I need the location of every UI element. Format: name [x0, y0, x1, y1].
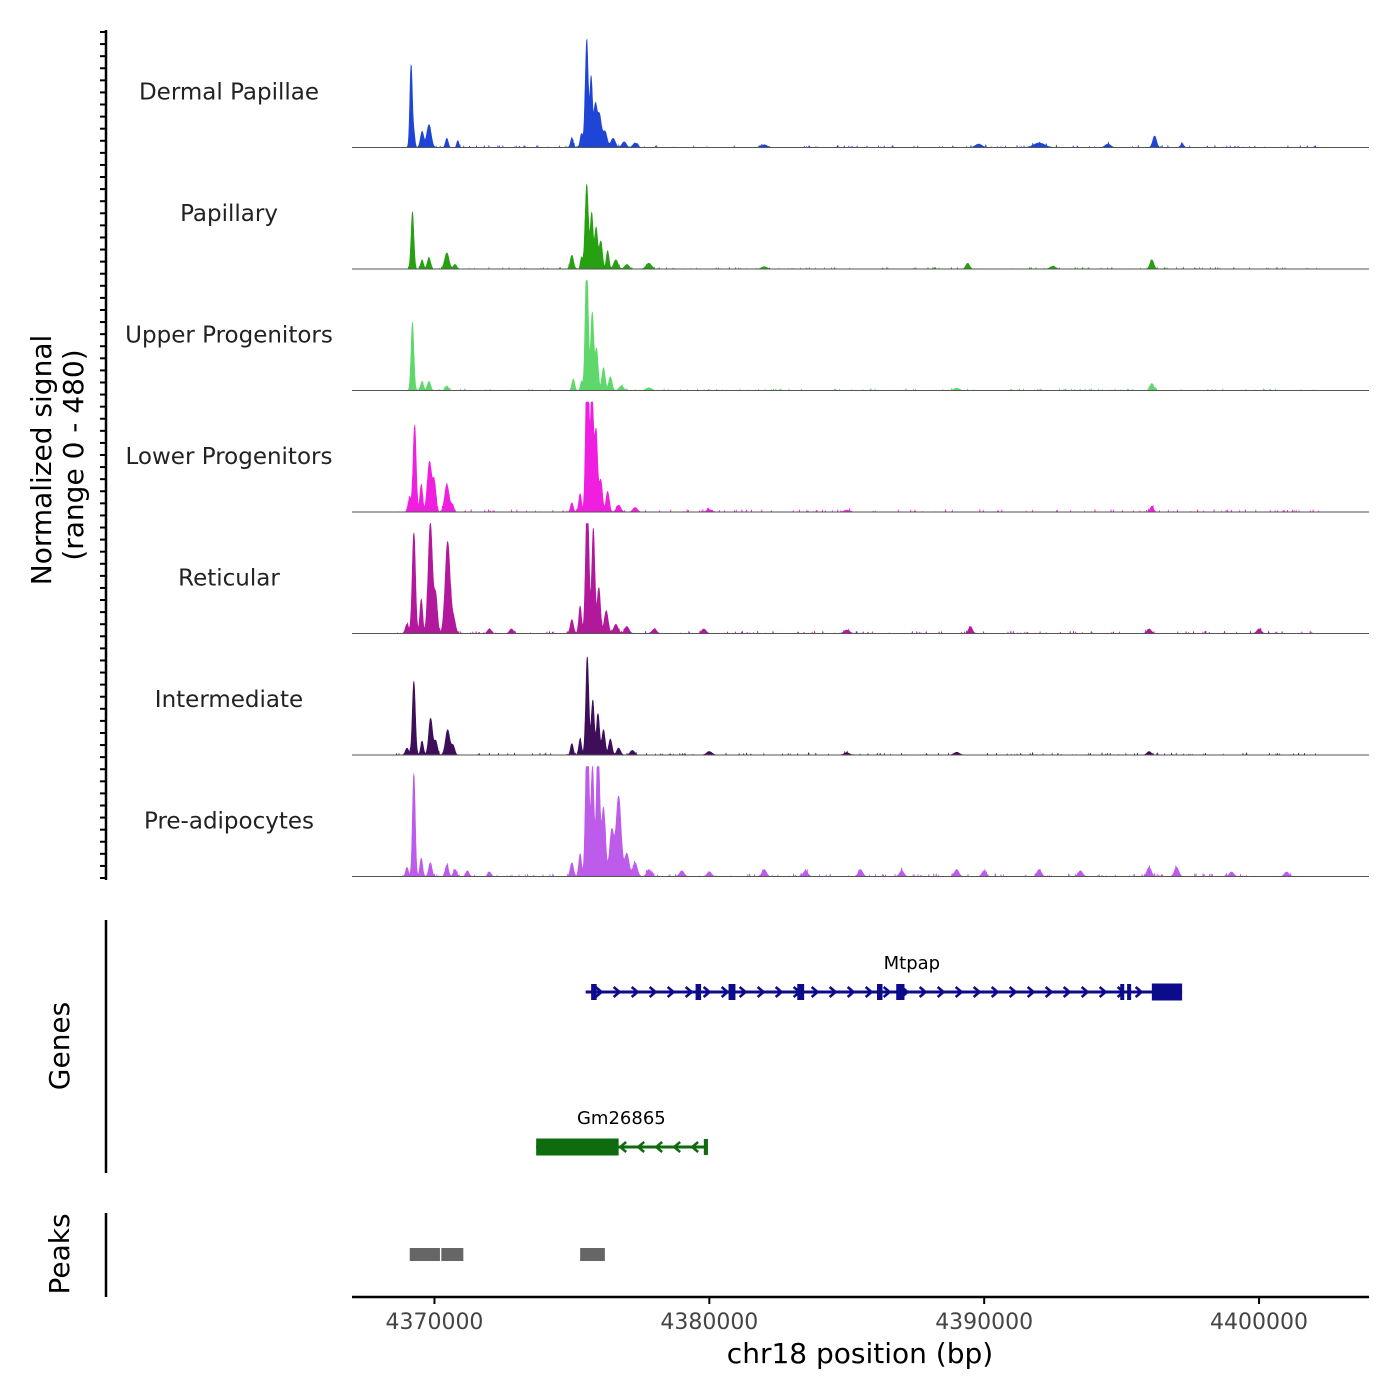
strand-arrow: [972, 986, 982, 998]
strand-arrow: [636, 1141, 645, 1153]
x-axis-ticks: 4370000 4380000 4390000 4400000: [385, 1297, 1308, 1335]
strand-arrow: [1008, 986, 1018, 998]
strand-arrow: [990, 986, 1000, 998]
gene-exon: [797, 984, 805, 1000]
track-label: Upper Progenitors: [125, 323, 333, 349]
track-label: Intermediate: [155, 687, 303, 713]
gene-gm26865: Gm26865: [536, 1108, 708, 1156]
peak-region: [441, 1248, 464, 1261]
x-axis-title: chr18 position (bp): [727, 1337, 993, 1370]
gene-exon: [1120, 984, 1125, 1000]
strand-arrow: [654, 1141, 663, 1153]
peaks-panel-title: Peaks: [43, 1213, 76, 1294]
gene-label: Gm26865: [577, 1108, 666, 1129]
strand-arrow: [1044, 986, 1054, 998]
strand-arrow: [738, 986, 748, 998]
track-reticular: Reticular: [178, 523, 1369, 635]
strand-arrow: [882, 986, 892, 998]
gene-exon: [703, 1139, 708, 1155]
strand-arrow: [774, 986, 784, 998]
track-pre-adipocytes: Pre-adipocytes: [144, 765, 1369, 878]
strand-arrow: [828, 986, 838, 998]
track-signal: [352, 183, 1320, 270]
strand-arrow: [648, 986, 658, 998]
track-label: Reticular: [178, 566, 280, 592]
track-signal: [352, 38, 1320, 149]
strand-arrow: [1026, 986, 1036, 998]
x-tick-label: 4390000: [935, 1310, 1033, 1335]
track-label: Dermal Papillae: [139, 80, 319, 106]
strand-arrow: [1134, 986, 1144, 998]
gene-exon: [591, 984, 597, 1000]
gene-exon: [536, 1138, 619, 1156]
gene-exon: [1127, 984, 1132, 1000]
strand-arrow: [846, 986, 856, 998]
strand-arrow: [612, 986, 622, 998]
strand-arrow: [666, 986, 676, 998]
strand-arrow: [618, 1141, 627, 1153]
peak-regions: [409, 1248, 605, 1261]
gene-label: Mtpap: [884, 953, 940, 974]
track-signal: [352, 765, 1320, 878]
strand-arrow: [672, 1141, 681, 1153]
gene-exon: [728, 984, 736, 1000]
genes-panel-title: Genes: [43, 1002, 76, 1090]
track-label: Pre-adipocytes: [144, 809, 314, 835]
track-signal: [352, 280, 1320, 392]
strand-arrow: [594, 986, 604, 998]
track-label: Papillary: [180, 201, 278, 227]
gene-mtpap: Mtpap: [585, 953, 1183, 1001]
track-signal: [352, 401, 1320, 514]
gene-exon: [876, 984, 883, 1000]
strand-arrow: [702, 986, 712, 998]
strand-arrow: [684, 986, 694, 998]
y-axis-title: Normalized signal: [25, 335, 58, 586]
strand-arrow: [810, 986, 820, 998]
track-lower-progenitors: Lower Progenitors: [126, 401, 1369, 514]
strand-arrow: [690, 1141, 699, 1153]
strand-arrow: [630, 986, 640, 998]
x-tick-label: 4380000: [660, 1310, 758, 1335]
track-intermediate: Intermediate: [155, 656, 1369, 756]
track-label: Lower Progenitors: [126, 444, 333, 470]
gene-exon: [695, 984, 702, 1000]
track-dermal-papillae: Dermal Papillae: [139, 38, 1369, 149]
strand-arrow: [1080, 986, 1090, 998]
x-tick-label: 4400000: [1210, 1310, 1308, 1335]
strand-arrow: [720, 986, 730, 998]
strand-arrow: [918, 986, 928, 998]
gene-annotations: Mtpap Gm26865: [536, 953, 1183, 1156]
x-tick-label: 4370000: [385, 1310, 483, 1335]
strand-arrow: [936, 986, 946, 998]
strand-arrow: [1062, 986, 1072, 998]
peak-region: [580, 1248, 605, 1261]
peak-region: [409, 1248, 440, 1261]
track-upper-progenitors: Upper Progenitors: [125, 280, 1369, 392]
track-signal: [352, 656, 1320, 756]
strand-arrow: [954, 986, 964, 998]
track-signal: [352, 523, 1320, 635]
coverage-tracks: Dermal Papillae Papillary Upper Progenitor…: [125, 38, 1369, 878]
track-papillary: Papillary: [180, 183, 1369, 270]
gene-exon: [896, 984, 905, 1000]
strand-arrow: [1098, 986, 1108, 998]
strand-arrow: [864, 986, 874, 998]
gene-exon: [1151, 983, 1183, 1001]
strand-arrow: [756, 986, 766, 998]
y-axis-range-title: (range 0 - 480): [57, 349, 90, 560]
